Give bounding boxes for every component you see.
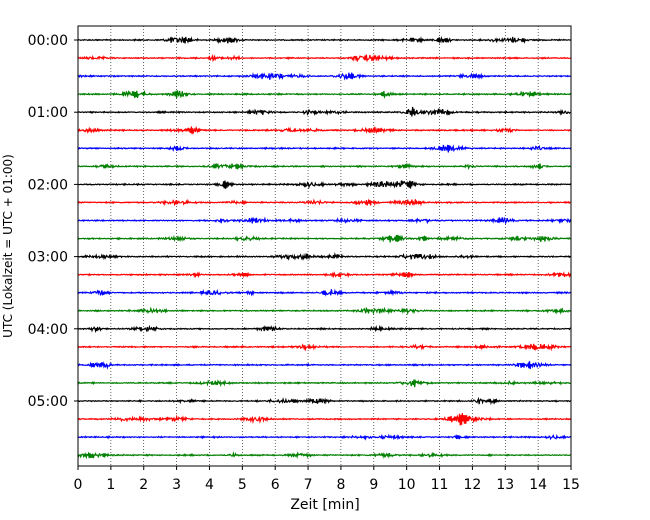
trace-0330: [77, 288, 572, 297]
trace-0515: [77, 413, 572, 426]
plot-frame: [77, 25, 572, 467]
x-axis-label: Zeit [min]: [290, 497, 359, 513]
trace-0445: [77, 379, 571, 388]
x-tick-label: 7: [304, 477, 313, 493]
x-tick-label: 13: [496, 477, 514, 493]
trace-0200: [77, 180, 572, 190]
x-tick-label: 15: [562, 477, 580, 493]
trace-0500: [77, 396, 571, 406]
trace-0400: [77, 324, 572, 334]
trace-0300: [77, 251, 572, 261]
x-tick-label: 11: [431, 477, 449, 493]
y-tick-label: 03:00: [28, 250, 68, 266]
x-tick-label: 0: [74, 477, 83, 493]
x-tick-label: 10: [398, 477, 416, 493]
grid-lines: [110, 26, 539, 466]
trace-0215: [77, 198, 572, 207]
trace-0115: [77, 125, 572, 135]
trace-0245: [77, 234, 572, 243]
x-tick-label: 3: [172, 477, 181, 493]
trace-0015: [77, 53, 571, 63]
y-tick-label: 02:00: [28, 177, 68, 193]
trace-0415: [77, 343, 572, 352]
trace-0130: [77, 144, 572, 153]
x-tick-label: 12: [463, 477, 481, 493]
seismic-traces: [77, 35, 572, 460]
y-axis-ticks: 00:00 01:00 02:00 03:00 04:00 05:00: [28, 33, 78, 410]
x-tick-label: 4: [205, 477, 214, 493]
trace-0145: [77, 162, 571, 171]
x-tick-label: 9: [369, 477, 378, 493]
x-tick-label: 14: [529, 477, 547, 493]
y-tick-label: 01:00: [28, 105, 68, 121]
trace-0230: [77, 216, 572, 225]
x-axis-ticks: 0 1 2 3 4 5 6 7 8 9 10 11 12 13 14 15: [74, 466, 580, 493]
x-tick-label: 5: [238, 477, 247, 493]
y-tick-label: 05:00: [28, 394, 68, 410]
trace-0430: [77, 361, 572, 370]
trace-0345: [77, 306, 571, 316]
y-axis-label: UTC (Lokalzeit = UTC + 01:00): [1, 154, 15, 338]
y-tick-label: 04:00: [28, 322, 68, 338]
x-tick-label: 8: [336, 477, 345, 493]
trace-0530: [77, 433, 572, 441]
x-tick-label: 1: [106, 477, 115, 493]
trace-0100: [77, 106, 572, 117]
trace-0315: [77, 271, 572, 279]
x-tick-label: 2: [139, 477, 148, 493]
trace-0030: [77, 72, 571, 81]
trace-0545: [77, 451, 571, 460]
y-tick-label: 00:00: [28, 33, 68, 49]
trace-0000: [77, 35, 571, 45]
trace-0045: [77, 89, 572, 99]
x-tick-label: 6: [271, 477, 280, 493]
